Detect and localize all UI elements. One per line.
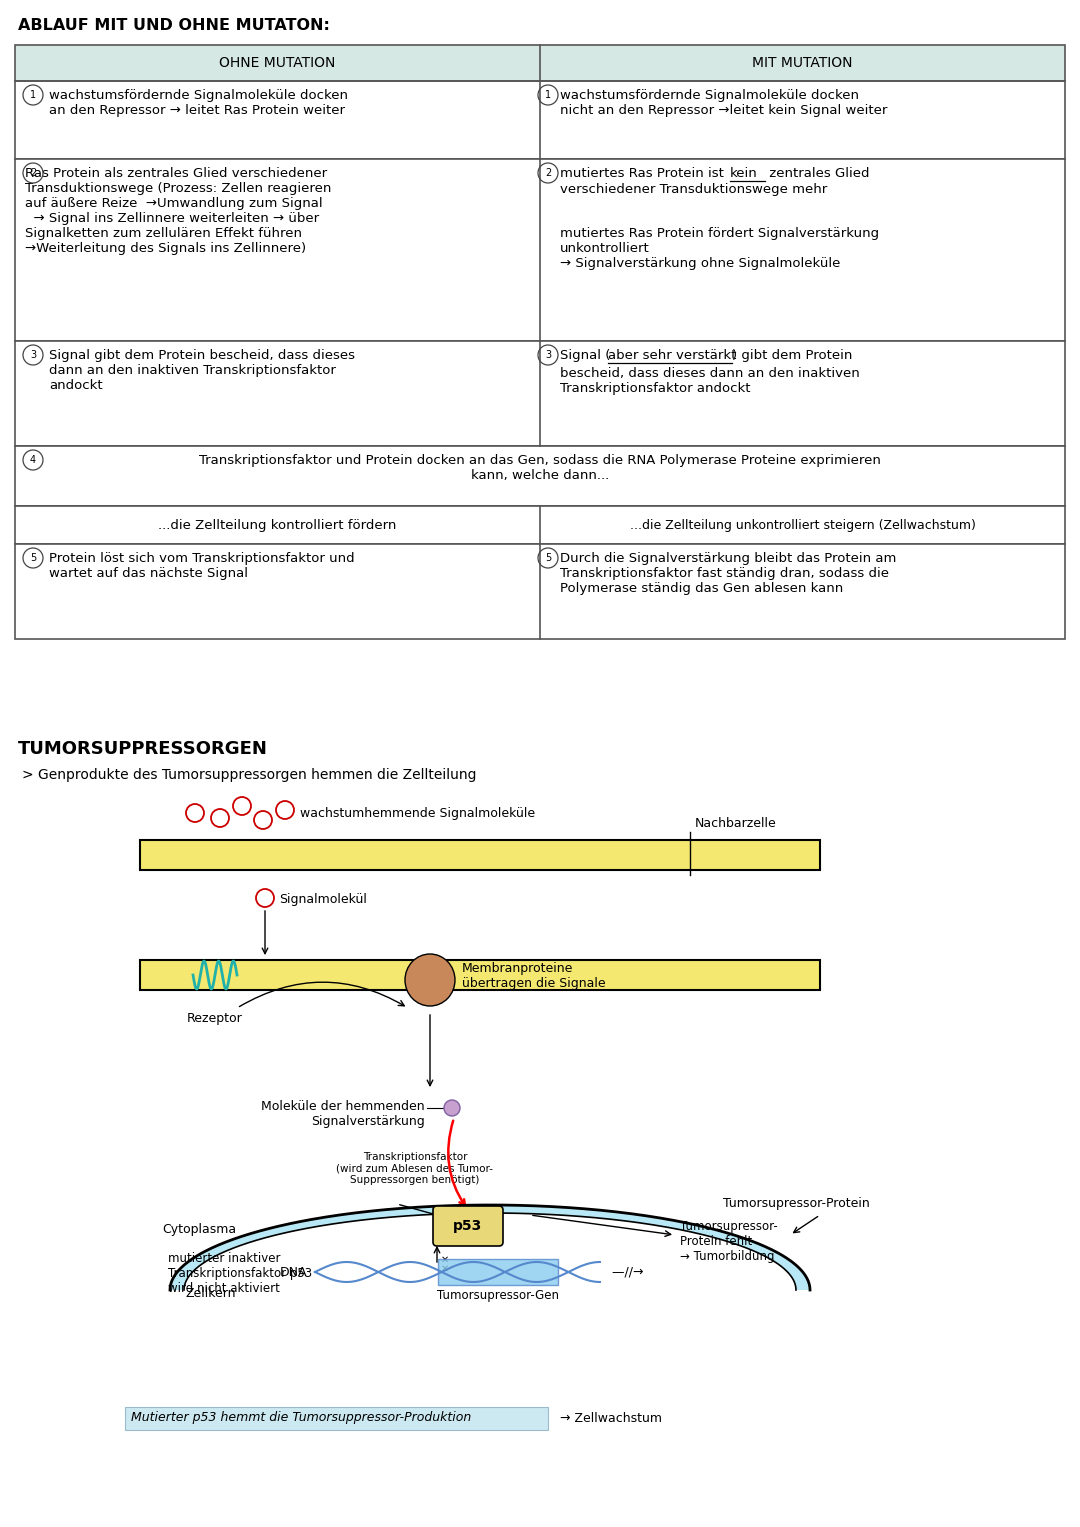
Text: wachstumhemmende Signalmoleküle: wachstumhemmende Signalmoleküle <box>300 806 535 820</box>
Text: zentrales Glied: zentrales Glied <box>765 166 869 180</box>
Text: Nachbarzelle: Nachbarzelle <box>696 817 777 831</box>
Bar <box>15 159 1065 341</box>
Text: p53: p53 <box>454 1219 483 1232</box>
Text: Durch die Signalverstärkung bleibt das Protein am
Transkriptionsfaktor fast stän: Durch die Signalverstärkung bleibt das P… <box>561 551 896 596</box>
Text: Signal gibt dem Protein bescheid, dass dieses
dann an den inaktiven Transkriptio: Signal gibt dem Protein bescheid, dass d… <box>49 350 355 392</box>
Text: ✕
✕: ✕ ✕ <box>441 1255 449 1274</box>
Text: Transkriptionsfaktor
(wird zum Ablesen des Tumor-
Suppressorgen benötigt): Transkriptionsfaktor (wird zum Ablesen d… <box>337 1151 494 1185</box>
Bar <box>15 81 1065 159</box>
Text: aber sehr verstärkt: aber sehr verstärkt <box>608 350 737 362</box>
Text: Signal (: Signal ( <box>561 350 610 362</box>
Text: 1: 1 <box>30 90 36 99</box>
Text: verschiedener Transduktionswege mehr: verschiedener Transduktionswege mehr <box>561 183 827 195</box>
Text: 5: 5 <box>545 553 551 563</box>
Text: Transkriptionsfaktor und Protein docken an das Gen, sodass die RNA Polymerase Pr: Transkriptionsfaktor und Protein docken … <box>199 454 881 483</box>
Text: > Genprodukte des Tumorsuppressorgen hemmen die Zellteilung: > Genprodukte des Tumorsuppressorgen hem… <box>22 768 476 782</box>
Text: —//→: —//→ <box>608 1266 644 1278</box>
Text: TUMORSUPPRESSORGEN: TUMORSUPPRESSORGEN <box>18 741 268 757</box>
Circle shape <box>444 1099 460 1116</box>
Text: 2: 2 <box>30 168 36 179</box>
Text: Rezeptor: Rezeptor <box>187 1012 243 1025</box>
Text: kein: kein <box>730 166 758 180</box>
Text: Signalmolekül: Signalmolekül <box>279 893 367 907</box>
Text: DNA: DNA <box>280 1266 307 1280</box>
Text: mutiertes Ras Protein ist: mutiertes Ras Protein ist <box>561 166 728 180</box>
Polygon shape <box>170 1205 810 1290</box>
Text: 3: 3 <box>30 350 36 360</box>
Text: 5: 5 <box>30 553 36 563</box>
Text: Membranproteine
übertragen die Signale: Membranproteine übertragen die Signale <box>462 962 606 989</box>
Text: mutiertes Ras Protein fördert Signalverstärkung
unkontrolliert
→ Signalverstärku: mutiertes Ras Protein fördert Signalvers… <box>561 228 879 270</box>
Bar <box>15 446 1065 505</box>
Text: OHNE MUTATION: OHNE MUTATION <box>219 56 336 70</box>
Text: 4: 4 <box>30 455 36 466</box>
Text: MIT MUTATION: MIT MUTATION <box>753 56 853 70</box>
Text: ...die Zellteilung unkontrolliert steigern (Zellwachstum): ...die Zellteilung unkontrolliert steige… <box>630 519 975 531</box>
Ellipse shape <box>405 954 455 1006</box>
Text: Tumorsupressor-Gen: Tumorsupressor-Gen <box>437 1289 559 1303</box>
Text: Ras Protein als zentrales Glied verschiedener
Transduktionswege (Prozess: Zellen: Ras Protein als zentrales Glied verschie… <box>25 166 332 255</box>
Bar <box>15 44 1065 81</box>
Text: wachstumsfördernde Signalmoleküle docken
an den Repressor → leitet Ras Protein w: wachstumsfördernde Signalmoleküle docken… <box>49 89 348 118</box>
Text: ABLAUF MIT UND OHNE MUTATON:: ABLAUF MIT UND OHNE MUTATON: <box>18 18 329 34</box>
Text: 3: 3 <box>545 350 551 360</box>
FancyBboxPatch shape <box>433 1206 503 1246</box>
Bar <box>15 44 540 81</box>
Text: ) gibt dem Protein: ) gibt dem Protein <box>732 350 852 362</box>
Text: Moleküle der hemmenden
Signalverstärkung: Moleküle der hemmenden Signalverstärkung <box>261 1099 426 1128</box>
Text: ...die Zellteilung kontrolliert fördern: ...die Zellteilung kontrolliert fördern <box>159 519 396 531</box>
Bar <box>15 505 1065 544</box>
Text: bescheid, dass dieses dann an den inaktiven
Transkriptionsfaktor andockt: bescheid, dass dieses dann an den inakti… <box>561 366 860 395</box>
Bar <box>540 44 1065 81</box>
Text: Cytoplasma: Cytoplasma <box>162 1223 237 1235</box>
Text: Tumorsupressor-Protein: Tumorsupressor-Protein <box>724 1197 870 1209</box>
Text: Mutierter p53 hemmt die Tumorsuppressor-Produktion: Mutierter p53 hemmt die Tumorsuppressor-… <box>131 1411 471 1425</box>
Text: → Zellwachstum: → Zellwachstum <box>561 1411 662 1425</box>
Text: 1: 1 <box>545 90 551 99</box>
Text: 2: 2 <box>545 168 551 179</box>
Bar <box>140 960 820 989</box>
Bar <box>438 1258 558 1286</box>
Bar <box>15 544 1065 638</box>
Bar <box>140 840 820 870</box>
Text: Protein löst sich vom Transkriptionsfaktor und
wartet auf das nächste Signal: Protein löst sich vom Transkriptionsfakt… <box>49 551 354 580</box>
Text: Tumorsupressor-
Protein fehlt
→ Tumorbildung: Tumorsupressor- Protein fehlt → Tumorbil… <box>680 1220 778 1263</box>
Text: mutierter inaktiver
Transkriptionsfaktor p53
wird nicht aktiviert: mutierter inaktiver Transkriptionsfaktor… <box>168 1252 312 1295</box>
Text: wachstumsfördernde Signalmoleküle docken
nicht an den Repressor →leitet kein Sig: wachstumsfördernde Signalmoleküle docken… <box>561 89 888 118</box>
Bar <box>15 341 1065 446</box>
Text: Zellkern: Zellkern <box>185 1287 235 1299</box>
Bar <box>125 1406 548 1429</box>
